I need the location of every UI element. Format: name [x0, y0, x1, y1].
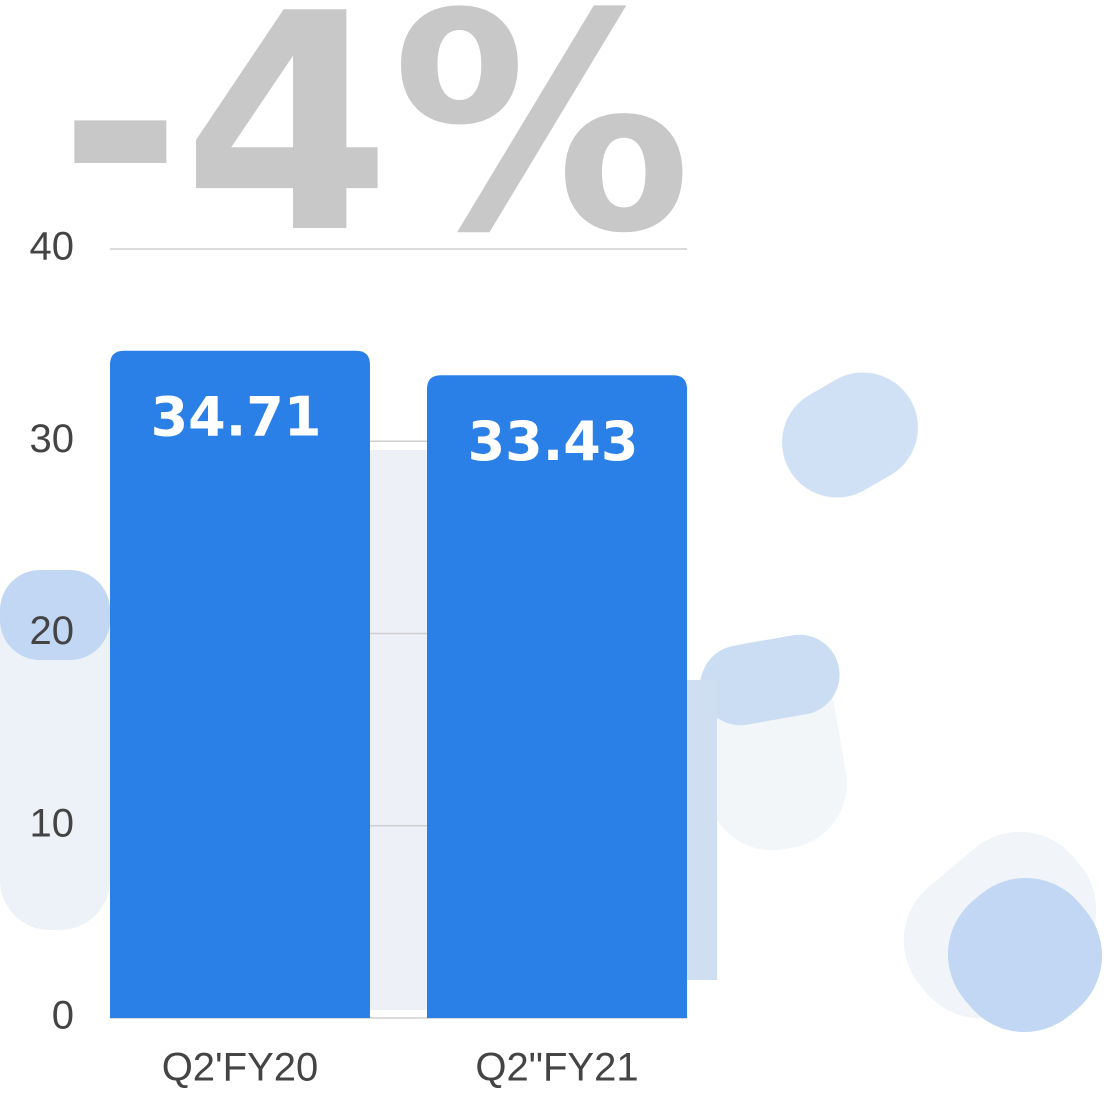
y-tick-label: 30 [30, 417, 75, 461]
y-tick-label: 0 [52, 994, 74, 1038]
annotation: -4% [58, 0, 692, 299]
x-tick-label: Q2"FY21 [475, 1046, 638, 1090]
bar [427, 375, 687, 1019]
bar [110, 350, 370, 1018]
background-pills [0, 372, 1103, 1033]
x-tick-label: Q2'FY20 [162, 1046, 319, 1090]
value-label: 33.43 [468, 410, 639, 473]
value-label: 34.71 [151, 385, 322, 448]
y-tick-label: 10 [30, 801, 75, 845]
y-tick-label: 20 [30, 609, 75, 653]
y-tick-label: 40 [30, 225, 75, 269]
